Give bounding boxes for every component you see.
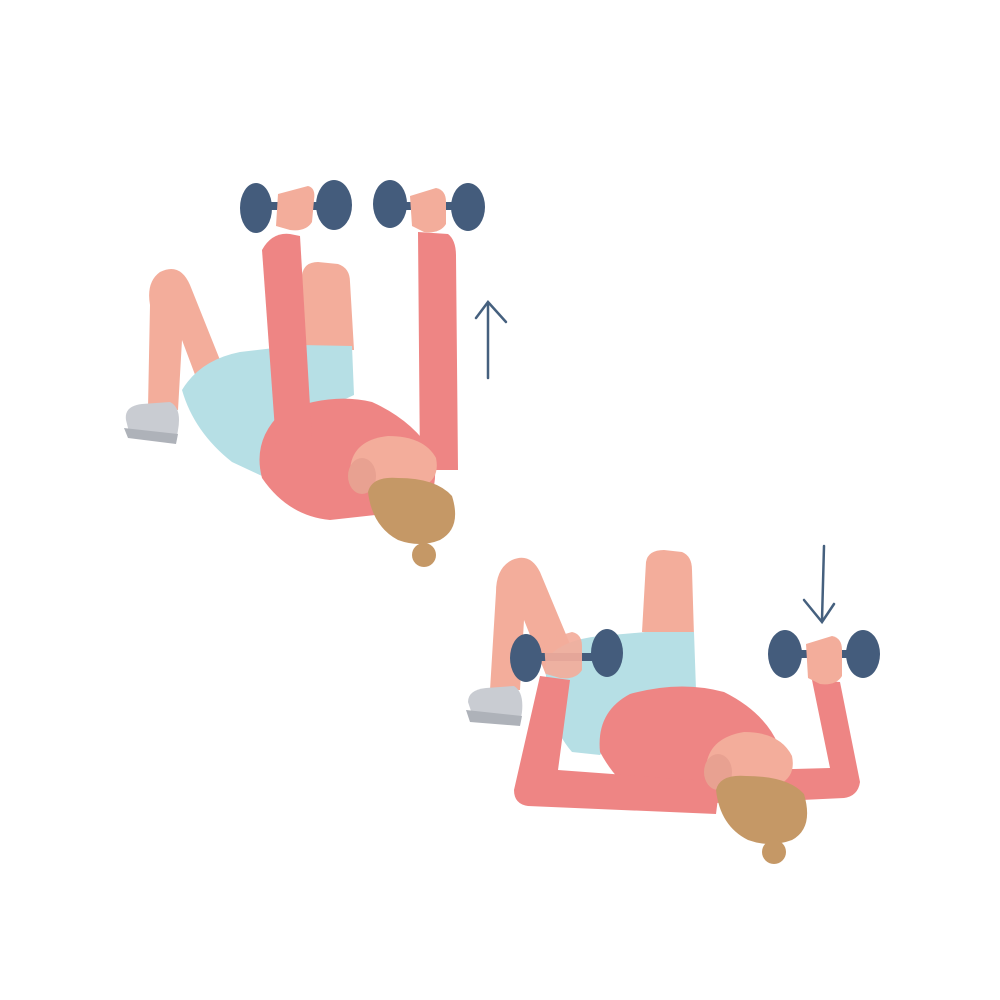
raised-thigh xyxy=(298,262,354,350)
hair xyxy=(716,775,808,844)
hair-bun xyxy=(412,543,436,567)
left-hand xyxy=(544,632,582,679)
raised-thigh xyxy=(642,550,694,636)
shorts xyxy=(182,345,354,476)
ear xyxy=(348,458,376,494)
figure-arms-extended xyxy=(124,180,508,567)
left-arm xyxy=(262,233,312,444)
shorts xyxy=(545,632,696,755)
right-hand xyxy=(410,188,446,233)
left-arm xyxy=(514,676,720,814)
up-arrow-icon xyxy=(474,300,508,380)
right-hand xyxy=(806,636,842,685)
left-hand xyxy=(276,186,315,231)
figure-arms-lowered xyxy=(466,544,880,864)
down-arrow-icon xyxy=(802,544,836,625)
hair-bun xyxy=(762,840,786,864)
right-arm xyxy=(418,232,458,470)
hair xyxy=(368,477,456,544)
